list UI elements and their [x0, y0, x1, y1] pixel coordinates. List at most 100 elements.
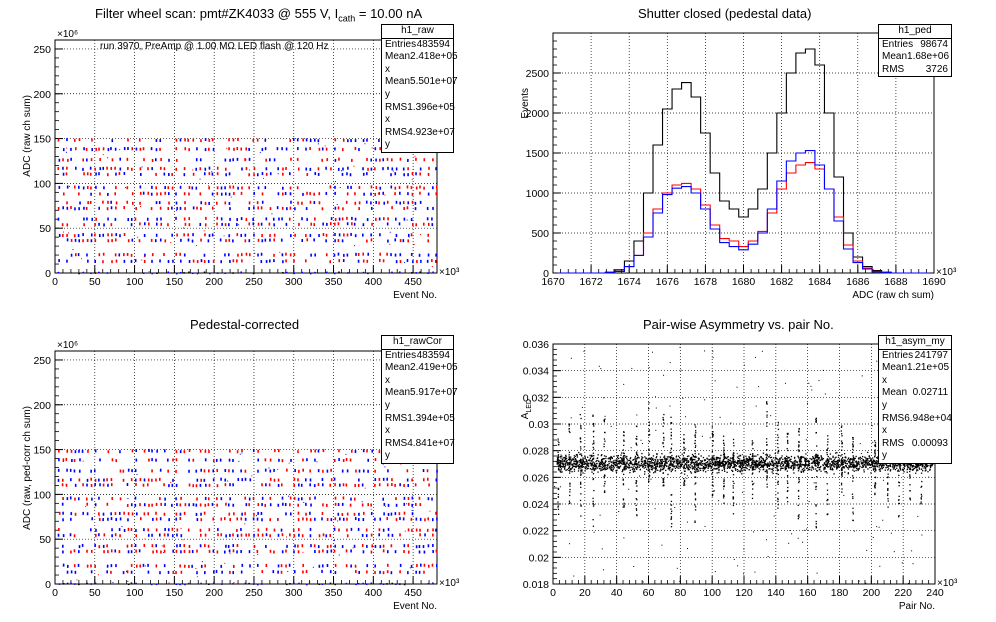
data-point: [276, 206, 279, 210]
data-point: [772, 464, 774, 466]
data-point: [723, 457, 726, 459]
data-point: [130, 259, 133, 263]
data-point: [127, 218, 130, 222]
data-point: [349, 173, 352, 177]
data-point: [285, 583, 288, 586]
data-point: [715, 467, 717, 470]
data-point: [107, 239, 110, 243]
data-point: [740, 469, 742, 471]
data-point: [829, 463, 831, 465]
data-point: [641, 460, 643, 463]
data-point: [244, 496, 247, 500]
data-point: [771, 459, 773, 461]
data-point: [828, 460, 830, 463]
data-point: [644, 456, 646, 458]
data-point: [95, 217, 97, 221]
data-point: [298, 469, 300, 473]
data-point: [885, 464, 888, 467]
data-point: [224, 167, 227, 171]
data-point: [179, 512, 182, 516]
data-point: [188, 192, 190, 196]
data-point: [581, 455, 583, 457]
data-point: [183, 192, 186, 196]
data-point: [695, 467, 698, 470]
data-point: [652, 455, 655, 457]
data-point: [176, 272, 178, 275]
data-point: [203, 469, 206, 473]
data-point: [685, 460, 687, 462]
data-point: [224, 478, 227, 482]
data-point: [652, 457, 654, 460]
data-point: [894, 463, 896, 465]
data-point: [582, 460, 584, 462]
data-point: [559, 461, 562, 463]
data-point: [410, 186, 413, 190]
data-point: [199, 449, 202, 453]
data-point: [265, 172, 268, 176]
data-point: [663, 465, 665, 467]
data-point: [159, 139, 162, 143]
data-point: [335, 181, 337, 183]
data-point: [268, 483, 271, 487]
data-point: [618, 466, 620, 469]
data-point: [333, 272, 336, 275]
data-point: [334, 239, 336, 243]
data-point: [697, 464, 699, 466]
data-point: [126, 570, 129, 574]
data-point: [765, 458, 767, 460]
data-point: [136, 473, 138, 475]
data-point: [594, 464, 596, 466]
data-point: [399, 260, 402, 264]
data-point: [115, 233, 118, 237]
data-point: [582, 461, 584, 464]
data-point: [817, 454, 819, 456]
data-point: [403, 207, 405, 211]
data-point: [568, 466, 570, 469]
data-point: [560, 469, 562, 471]
data-point: [188, 564, 190, 568]
data-point: [818, 458, 820, 460]
data-point: [305, 138, 308, 142]
data-point: [764, 464, 766, 467]
data-point: [216, 468, 218, 472]
data-point: [265, 167, 268, 171]
data-point: [285, 222, 288, 226]
data-point: [794, 464, 796, 466]
data-point: [353, 165, 355, 167]
data-point: [678, 461, 681, 463]
data-point: [297, 518, 300, 522]
data-point: [859, 458, 862, 460]
data-point: [249, 478, 252, 482]
data-point: [727, 463, 730, 465]
y-tick-label: 150: [33, 445, 51, 457]
data-point: [738, 460, 740, 463]
data-point: [432, 158, 434, 162]
data-point: [763, 460, 766, 462]
data-point: [715, 464, 718, 466]
data-point: [334, 158, 337, 162]
data-point: [252, 272, 255, 275]
data-point: [583, 463, 585, 465]
data-point: [277, 533, 280, 537]
data-point: [929, 465, 932, 467]
data-point: [302, 551, 304, 553]
data-point: [855, 455, 857, 458]
data-point: [802, 464, 804, 466]
data-point: [788, 462, 790, 465]
data-point: [824, 467, 826, 469]
data-point: [432, 543, 434, 547]
data-point: [175, 571, 177, 575]
data-point: [694, 465, 696, 467]
data-point: [843, 467, 845, 469]
data-point: [290, 157, 292, 161]
x-tick-label: 1688: [884, 276, 908, 288]
data-point: [435, 259, 437, 263]
data-point: [277, 167, 279, 171]
data-point: [358, 518, 360, 522]
data-point: [86, 217, 88, 221]
data-point: [325, 534, 328, 538]
data-point: [689, 471, 692, 473]
data-point: [86, 253, 88, 257]
data-point: [598, 465, 600, 468]
data-point: [334, 191, 336, 195]
